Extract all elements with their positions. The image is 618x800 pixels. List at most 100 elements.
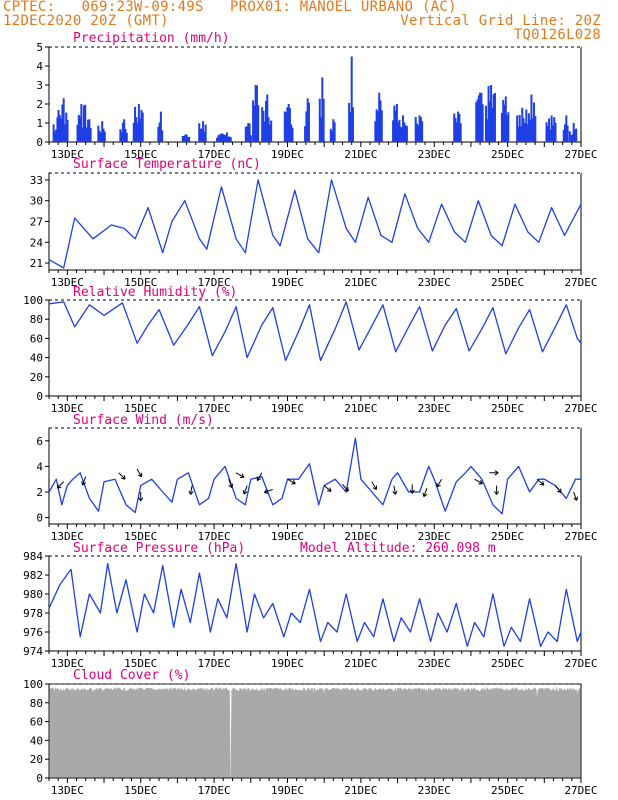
precip-bar [161, 130, 164, 142]
x-tick-label: 17DEC [198, 276, 231, 289]
precip-bar [520, 126, 523, 142]
y-tick-label: 60 [30, 332, 43, 345]
precip-bar [287, 104, 290, 142]
precip-bar [393, 105, 396, 142]
precip-bar [79, 116, 82, 142]
precip-bar [203, 131, 206, 142]
series-group [52, 56, 578, 142]
wind-arrow-shaft [474, 478, 483, 485]
wind-arrow [81, 476, 87, 486]
header-run-time: 12DEC2020 20Z (GMT) [3, 13, 169, 29]
wind-arrow [256, 472, 263, 482]
y-tick-label: 2 [36, 98, 43, 111]
wind-arrow-head [392, 491, 396, 495]
precip-bar [525, 109, 528, 142]
plot-frame [48, 299, 582, 397]
x-tick-label: 25DEC [491, 148, 524, 161]
precip-bar [414, 117, 417, 142]
precip-bar [329, 128, 332, 142]
precip-bar [378, 92, 381, 142]
wind-arrow [228, 479, 234, 489]
precip-bar [132, 122, 135, 142]
wind-arrow-head [409, 489, 413, 494]
precip-bar [500, 112, 503, 142]
y-tick-label: 20 [30, 371, 43, 384]
x-tick-label: 13DEC [51, 402, 84, 415]
precip-bar [477, 95, 480, 142]
precip-bar [493, 93, 496, 142]
precip-bar [62, 98, 65, 142]
precip-bar [228, 136, 231, 142]
x-tick-label: 25DEC [491, 657, 524, 670]
precip-bar [290, 124, 293, 142]
y-tick-label: 2 [36, 486, 43, 499]
precip-bar [200, 128, 203, 142]
precip-bar [267, 117, 270, 142]
precip-bar [103, 131, 106, 142]
precip-bar [223, 134, 226, 142]
y-tick-label: 24 [30, 236, 44, 249]
y-tick-label: 976 [23, 626, 43, 639]
precip-bar [134, 106, 137, 142]
x-tick-label: 13DEC [51, 276, 84, 289]
precip-bar [481, 104, 484, 142]
precip-bar [97, 125, 100, 142]
x-tick-label: 27DEC [564, 657, 597, 670]
precip-bar [575, 128, 578, 142]
x-tick-label: 13DEC [51, 784, 84, 797]
wind-arrow [188, 485, 194, 495]
precip-bar [244, 126, 247, 142]
wind-arrow-shaft [554, 485, 562, 493]
y-tick-label: 984 [23, 550, 43, 563]
wind-arrow-shaft [287, 478, 296, 485]
precip-bar [288, 108, 291, 142]
precip-bar [66, 120, 69, 142]
wind-arrow-shaft [136, 468, 142, 478]
wind-arrow-head [241, 473, 245, 478]
precip-bar [549, 129, 552, 142]
precip-bar [102, 128, 105, 142]
wind-arrow [242, 485, 248, 495]
x-tick-label: 19DEC [271, 402, 304, 415]
precip-bar [454, 117, 457, 142]
precip-bar [98, 130, 101, 142]
precip-bar [55, 129, 58, 142]
precip-bar [572, 123, 575, 142]
precip-bar [392, 120, 395, 142]
precip-bar [487, 86, 490, 142]
precip-bar [52, 124, 55, 142]
precip-bar [331, 130, 334, 142]
x-tick-label: 19DEC [271, 657, 304, 670]
y-tick-label: 100 [23, 678, 43, 691]
precip-bar [455, 122, 458, 142]
precip-bar [101, 121, 104, 142]
plot-frame-overlay [48, 683, 582, 779]
precip-bar [507, 112, 510, 142]
precip-bar [249, 135, 252, 142]
precip-bar [255, 85, 258, 142]
precip-bar [476, 99, 479, 142]
wind-arrow-head [188, 490, 191, 495]
precip-bar [261, 107, 264, 142]
wind-arrow [436, 478, 443, 488]
precip-bar [506, 115, 509, 142]
wind-arrow-shaft [190, 485, 193, 495]
precip-bar [550, 115, 553, 142]
precip-bar [526, 124, 529, 142]
precip-bar [398, 131, 401, 142]
y-tick-label: 974 [23, 645, 43, 658]
precip-bar [379, 100, 382, 142]
precip-bar [380, 110, 383, 142]
precip-bar [183, 136, 186, 142]
precip-bar [479, 92, 482, 142]
wind-arrow-shaft [235, 472, 245, 478]
precip-bar [184, 134, 187, 142]
precip-bar [204, 124, 207, 142]
precip-bar [305, 111, 308, 142]
wind-arrow-head [480, 479, 483, 484]
x-tick-label: 27DEC [564, 530, 597, 543]
precip-bar [458, 113, 461, 142]
wind-arrow-shaft [323, 485, 332, 492]
wind-arrow-head [372, 487, 377, 490]
precip-bar [157, 126, 160, 142]
